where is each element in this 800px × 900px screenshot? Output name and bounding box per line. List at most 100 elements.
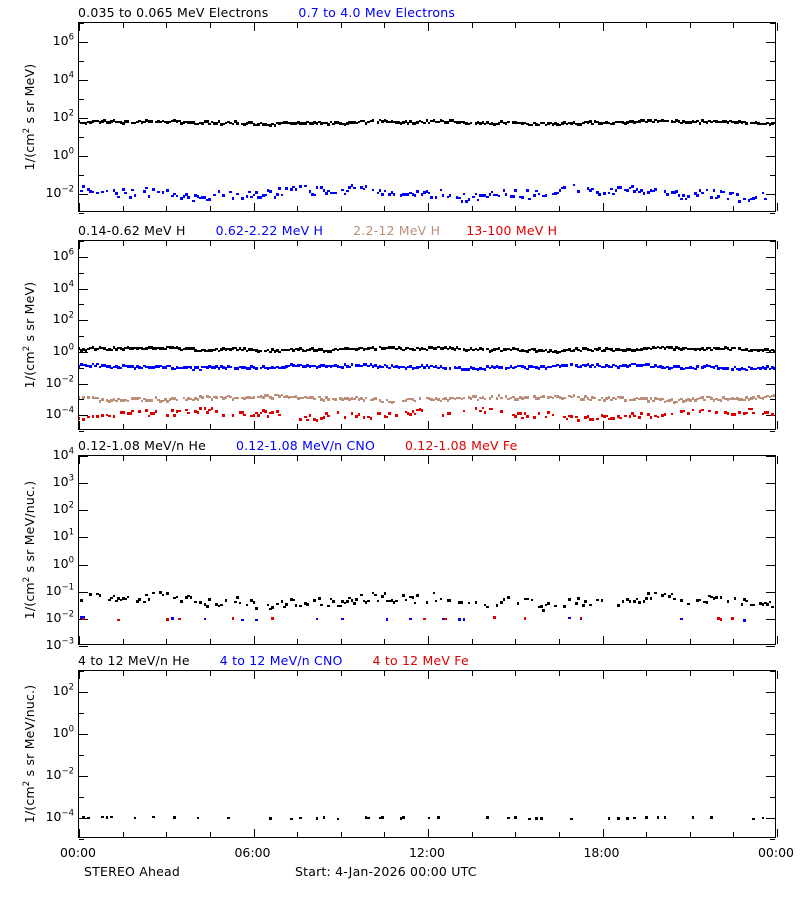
data-point bbox=[385, 618, 389, 621]
data-point bbox=[413, 366, 417, 370]
data-point bbox=[455, 121, 459, 124]
data-point bbox=[220, 365, 223, 369]
data-point bbox=[715, 347, 718, 350]
legend-entry-electrons-0: 0.035 to 0.065 MeV Electrons bbox=[78, 5, 269, 20]
data-point bbox=[350, 397, 354, 400]
data-point bbox=[185, 596, 188, 599]
data-point bbox=[621, 396, 625, 399]
data-point bbox=[532, 416, 536, 419]
data-point bbox=[651, 189, 655, 193]
data-point bbox=[647, 191, 650, 194]
data-point bbox=[201, 396, 205, 399]
data-point bbox=[525, 189, 529, 192]
data-point bbox=[82, 616, 85, 619]
x-tick bbox=[777, 203, 778, 211]
y-tick bbox=[766, 776, 775, 777]
data-point bbox=[399, 122, 403, 125]
data-point bbox=[273, 350, 277, 353]
data-point bbox=[297, 121, 300, 124]
y-tick bbox=[79, 320, 88, 322]
data-point bbox=[521, 416, 524, 420]
data-point bbox=[430, 364, 433, 368]
data-point bbox=[556, 123, 559, 126]
data-point bbox=[147, 195, 151, 198]
data-point bbox=[110, 399, 113, 402]
data-point bbox=[413, 601, 417, 605]
data-point bbox=[371, 346, 375, 350]
data-point bbox=[175, 366, 179, 369]
data-point bbox=[584, 120, 587, 124]
data-point bbox=[124, 346, 127, 350]
data-point bbox=[406, 346, 410, 350]
data-point bbox=[381, 120, 384, 123]
data-point bbox=[152, 188, 155, 191]
data-point bbox=[138, 119, 141, 123]
data-point bbox=[745, 396, 748, 399]
data-point bbox=[633, 362, 636, 366]
data-point bbox=[143, 364, 146, 368]
data-point bbox=[679, 397, 683, 401]
y-tick bbox=[770, 99, 775, 100]
data-point bbox=[729, 397, 732, 401]
data-point bbox=[143, 397, 146, 401]
data-point bbox=[665, 193, 669, 196]
data-point bbox=[715, 120, 718, 123]
data-point bbox=[761, 366, 765, 369]
data-point bbox=[348, 347, 352, 351]
y-tick bbox=[770, 175, 775, 176]
data-point bbox=[208, 349, 212, 353]
data-point bbox=[91, 120, 95, 123]
data-point bbox=[514, 397, 517, 401]
data-point bbox=[124, 191, 127, 195]
x-tick bbox=[428, 203, 429, 211]
data-point bbox=[101, 120, 104, 123]
data-point bbox=[743, 120, 746, 124]
data-point bbox=[136, 365, 139, 368]
data-point bbox=[654, 118, 657, 122]
data-point bbox=[271, 396, 275, 400]
data-point bbox=[740, 603, 744, 606]
data-point bbox=[273, 124, 277, 127]
data-point bbox=[143, 120, 146, 124]
data-point bbox=[649, 188, 653, 192]
data-point bbox=[616, 604, 620, 607]
data-point bbox=[738, 410, 741, 414]
data-point bbox=[376, 599, 380, 603]
y-tick bbox=[79, 431, 84, 432]
data-point bbox=[350, 121, 354, 124]
data-point bbox=[409, 413, 412, 416]
data-point bbox=[122, 597, 125, 600]
data-point bbox=[574, 601, 578, 605]
y-tick bbox=[770, 23, 775, 24]
data-point bbox=[171, 397, 174, 400]
data-point bbox=[481, 121, 485, 124]
data-point bbox=[759, 602, 762, 605]
y-tick bbox=[770, 213, 775, 214]
data-point bbox=[140, 366, 144, 370]
y-tick-label: 100 bbox=[52, 555, 74, 571]
data-point bbox=[292, 349, 296, 352]
data-point bbox=[376, 121, 380, 124]
data-point bbox=[91, 396, 95, 400]
data-point bbox=[208, 395, 212, 399]
data-point bbox=[409, 365, 412, 368]
data-point bbox=[577, 189, 580, 193]
data-point bbox=[262, 409, 265, 412]
data-point bbox=[178, 347, 181, 350]
data-point bbox=[264, 366, 268, 370]
x-tick-minor bbox=[297, 832, 299, 837]
data-point bbox=[399, 816, 403, 820]
data-point bbox=[446, 195, 450, 199]
data-point bbox=[336, 348, 340, 352]
data-point bbox=[136, 600, 139, 603]
data-point bbox=[455, 366, 459, 370]
data-point bbox=[395, 121, 398, 124]
data-point bbox=[710, 120, 713, 124]
data-point bbox=[147, 399, 151, 402]
data-point bbox=[245, 603, 249, 607]
y-tick bbox=[770, 137, 775, 138]
data-point bbox=[467, 396, 471, 399]
data-point bbox=[693, 192, 697, 196]
x-tick bbox=[777, 829, 778, 837]
data-point bbox=[626, 121, 629, 124]
